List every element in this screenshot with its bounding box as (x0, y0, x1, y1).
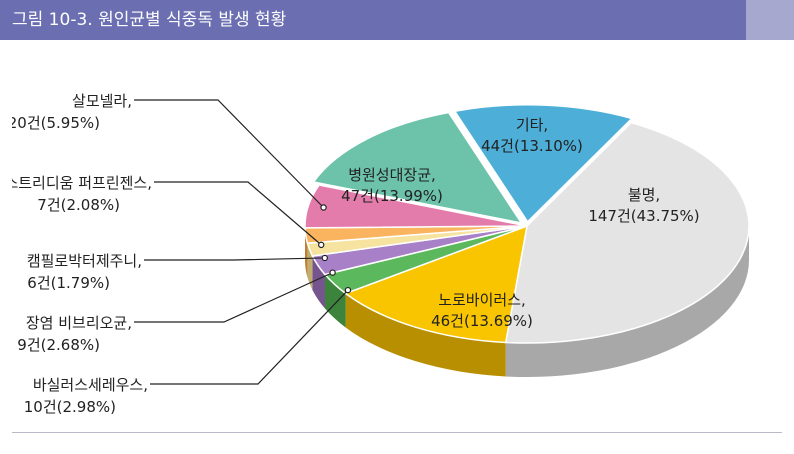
leader-line (134, 99, 324, 208)
slice-label: 노로바이러스, 46건(13.69%) (431, 291, 533, 330)
slice-label-value: 6건(1.79%) (27, 274, 110, 292)
callout-label: 클로스트리디움 퍼프린젠스, 7건(2.08%) (12, 174, 152, 214)
slice-label-value: 10건(2.98%) (24, 398, 116, 416)
slice-label-value: 46건(13.69%) (431, 312, 533, 330)
leader-line (154, 181, 322, 246)
pie-slice-side (305, 227, 308, 278)
leader-dot (320, 204, 327, 211)
slice-label-name: 노로바이러스, (438, 291, 526, 309)
slice-label-name: 바실러스세레우스, (33, 376, 148, 394)
slice-label: 기타, 44건(13.10%) (481, 116, 583, 155)
slice-label-name: 장염 비브리오균, (26, 314, 132, 332)
slice-label-name: 병원성대장균, (348, 166, 436, 184)
pie-slice-1 (504, 121, 750, 344)
slice-label: 불명, 147건(43.75%) (588, 186, 699, 225)
callout-leader-lines (134, 99, 352, 385)
slice-label-name: 살모넬라, (72, 92, 132, 110)
pie-slice-side (312, 255, 325, 309)
chart-frame: 불명, 147건(43.75%) 노로바이러스, 46건(13.69%) 바실러스세레우… (12, 40, 782, 433)
pie-slice-9 (453, 104, 634, 223)
figure-title: 그림 10-3. 원인균별 식중독 발생 현황 (12, 10, 287, 30)
slice-label-name: 기타, (516, 116, 548, 134)
slice-label-value: 20건(5.95%) (12, 114, 100, 132)
callout-label: 장염 비브리오균, 9건(2.68%) (17, 314, 132, 354)
title-bar-accent (746, 0, 794, 40)
leader-dot (318, 241, 325, 249)
callout-label: 캠필로박터제주니, 6건(1.79%) (27, 252, 142, 292)
leader-line (144, 257, 325, 261)
pie-slice-side (324, 274, 346, 328)
pie-slice-7 (304, 184, 528, 229)
pie-tops (304, 104, 750, 344)
pie-chart: 불명, 147건(43.75%) 노로바이러스, 46건(13.69%) 바실러스세레우… (12, 92, 750, 416)
slice-label-name: 불명, (628, 186, 660, 204)
figure-title-bar: 그림 10-3. 원인균별 식중독 발생 현황 (0, 0, 794, 40)
leader-dot (329, 269, 336, 276)
slice-label-value: 44건(13.10%) (481, 137, 583, 155)
slice-labels: 불명, 147건(43.75%) 노로바이러스, 46건(13.69%) 바실러스세레우… (12, 92, 700, 416)
slice-label-value: 9건(2.68%) (17, 336, 100, 354)
slice-label-name: 클로스트리디움 퍼프린젠스, (12, 174, 152, 192)
leader-dot (321, 254, 328, 262)
slice-label-value: 7건(2.08%) (37, 196, 120, 214)
pie-slice-side (345, 293, 506, 377)
pie-slice-side (505, 226, 749, 378)
leader-line (134, 272, 333, 323)
callout-label: 살모넬라, 20건(5.95%) (12, 92, 132, 132)
slice-label: 병원성대장균, 47건(13.99%) (341, 166, 443, 205)
slice-label-value: 47건(13.99%) (341, 187, 443, 205)
pie-slice-2 (344, 224, 528, 344)
pie-slice-8 (312, 111, 524, 225)
slice-label-name: 캠필로박터제주니, (27, 252, 142, 270)
callout-label: 바실러스세레우스, 10건(2.98%) (24, 376, 148, 416)
leader-line (150, 289, 349, 385)
pie-sides (305, 226, 749, 378)
leader-dot (344, 286, 352, 294)
slice-label-value: 147건(43.75%) (588, 207, 699, 225)
